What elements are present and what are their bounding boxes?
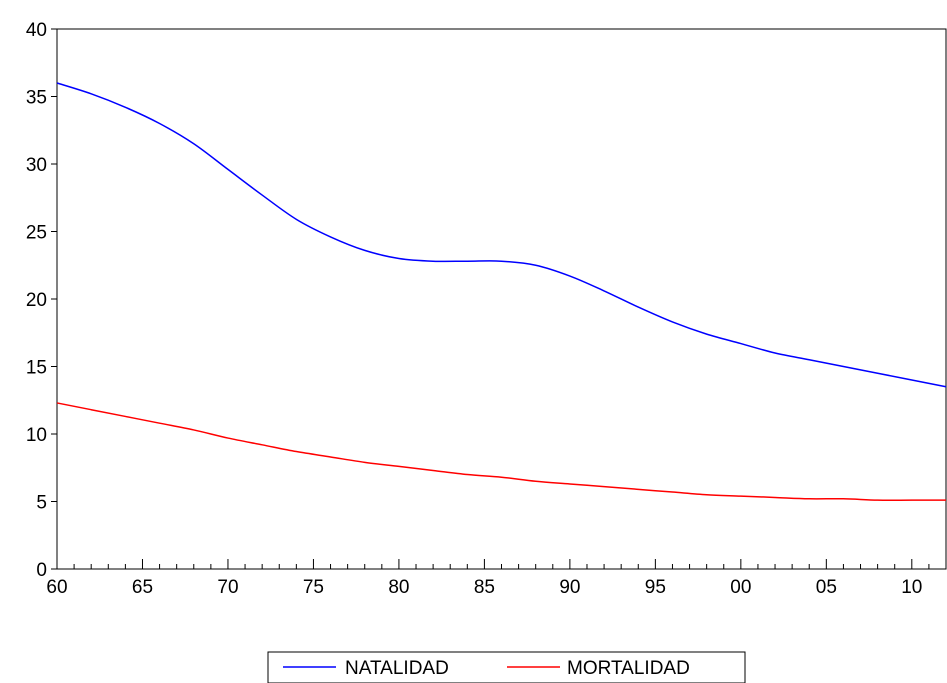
- plot-border: [56, 28, 947, 570]
- x-tick-label: 85: [474, 577, 495, 598]
- y-tick-label: 30: [26, 155, 47, 176]
- x-tick-label: 95: [645, 577, 666, 598]
- y-tick-label: 10: [26, 425, 47, 446]
- x-tick-label: 05: [816, 577, 837, 598]
- x-tick-label: 00: [730, 577, 751, 598]
- x-tick-label: 80: [388, 577, 409, 598]
- legend: NATALIDAD MORTALIDAD: [267, 651, 746, 683]
- y-tick-label: 40: [26, 20, 47, 41]
- legend-label-natalidad: NATALIDAD: [345, 658, 449, 679]
- y-tick-label: 20: [26, 290, 47, 311]
- series-layer: [56, 82, 947, 502]
- y-tick-label: 15: [26, 358, 47, 379]
- x-axis: 60 65 70 75 80 85 90 95 00 05 10: [46, 559, 947, 598]
- x-tick-label: 10: [901, 577, 922, 598]
- y-tick-label: 5: [36, 493, 47, 514]
- y-tick-label: 25: [26, 223, 47, 244]
- legend-label-mortalidad: MORTALIDAD: [567, 658, 690, 679]
- x-tick-label: 75: [303, 577, 324, 598]
- x-tick-label: 60: [46, 577, 67, 598]
- x-tick-label: 65: [132, 577, 153, 598]
- plot-frame: [56, 28, 947, 570]
- y-tick-label: 35: [26, 88, 47, 109]
- y-axis: 0 5 10 15 20 25 30 35 40: [26, 20, 57, 581]
- x-tick-label: 70: [217, 577, 238, 598]
- x-tick-label: 90: [559, 577, 580, 598]
- legend-box: [267, 651, 746, 683]
- series-line-natalidad: [56, 82, 947, 388]
- series-line-mortalidad: [56, 402, 947, 502]
- y-tick-label: 0: [36, 560, 47, 581]
